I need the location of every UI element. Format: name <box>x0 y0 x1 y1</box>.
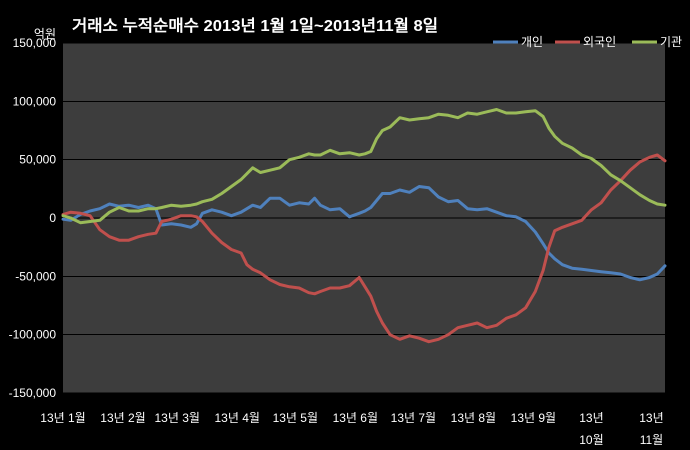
x-tick-label-line: 13년 7월 <box>391 411 436 425</box>
x-tick-label-line: 13년 <box>579 411 603 425</box>
y-tick-label: -150,000 <box>9 386 57 400</box>
legend-item-2: 외국인 <box>555 35 616 49</box>
x-tick-label: 13년 6월 <box>333 411 378 425</box>
x-tick-label: 13년 2월 <box>100 411 145 425</box>
x-tick-label-line: 13년 1월 <box>40 411 85 425</box>
x-tick-label-line: 11월 <box>640 433 664 447</box>
x-tick-label-line: 13년 3월 <box>154 411 199 425</box>
x-tick-label-line: 10월 <box>579 433 603 447</box>
gridlines <box>63 42 665 394</box>
series-line-1 <box>61 185 667 282</box>
legend-label-3: 기관 <box>660 35 682 49</box>
x-tick-label-line: 13년 4월 <box>214 411 259 425</box>
x-tick-label: 13년 11월 <box>639 411 663 447</box>
legend-label-1: 개인 <box>521 35 543 49</box>
series-line-3 <box>61 108 667 225</box>
x-tick-label-line: 13년 8월 <box>451 411 496 425</box>
x-tick-label: 13년 3월 <box>154 411 199 425</box>
legend-item-1: 개인 <box>493 35 543 49</box>
y-tick-label: 100,000 <box>13 94 57 108</box>
y-tick-label: 50,000 <box>19 153 56 167</box>
y-tick-label: -50,000 <box>15 269 56 283</box>
y-axis-tick-labels: 150,000 100,000 50,000 0 -50,000 -100,000 -150… <box>9 36 57 400</box>
x-tick-label: 13년 8월 <box>451 411 496 425</box>
y-axis-unit-label: 억원 <box>34 27 56 41</box>
y-tick-label: -100,000 <box>9 328 57 342</box>
y-tick-label: 0 <box>49 211 56 225</box>
legend-item-3: 기관 <box>632 35 682 49</box>
x-tick-label-line: 13년 2월 <box>100 411 145 425</box>
x-tick-label-line: 13년 <box>639 411 663 425</box>
series-line-2 <box>61 153 667 344</box>
x-tick-label: 13년 1월 <box>40 411 85 425</box>
x-tick-label: 13년 9월 <box>511 411 556 425</box>
chart-title: 거래소 누적순매수 2013년 1월 1일~2013년11월 8일 <box>72 16 438 35</box>
series-lines <box>61 108 667 344</box>
y-tick-label: 150,000 <box>13 36 57 50</box>
legend-label-2: 외국인 <box>583 35 616 49</box>
x-tick-label-line: 13년 9월 <box>511 411 556 425</box>
x-tick-label-line: 13년 6월 <box>333 411 378 425</box>
x-tick-label: 13년 10월 <box>579 411 603 447</box>
x-tick-label: 13년 5월 <box>273 411 318 425</box>
x-tick-label: 13년 4월 <box>214 411 259 425</box>
legend: 개인 외국인 기관 <box>493 35 682 49</box>
x-axis-tick-labels: 13년 1월 13년 2월 13년 3월 13년 4월 13년 5월 13년 6월 13년 … <box>40 411 663 447</box>
x-tick-label-line: 13년 5월 <box>273 411 318 425</box>
x-tick-label: 13년 7월 <box>391 411 436 425</box>
